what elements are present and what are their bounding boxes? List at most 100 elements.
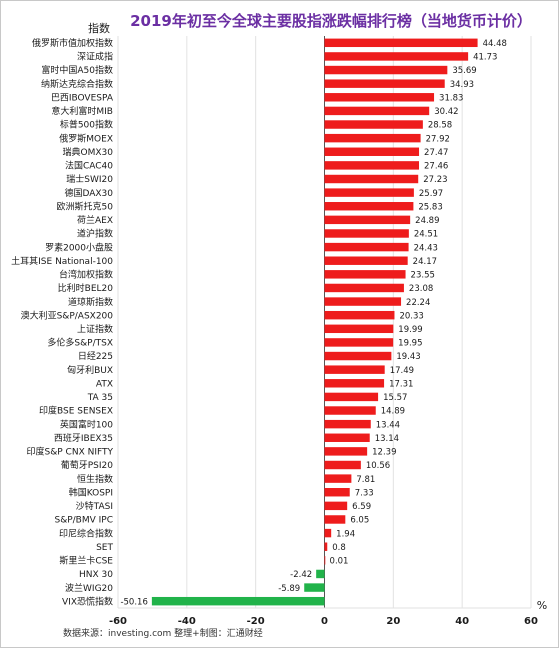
bar [324, 406, 376, 415]
bar [324, 147, 420, 156]
category-label: S&P/BMV IPC [54, 516, 113, 526]
data-label: 19.95 [398, 339, 422, 349]
category-label: 澳大利亚S&P/ASX200 [21, 309, 114, 321]
bar [324, 52, 469, 61]
bar [324, 447, 368, 456]
bar [324, 283, 404, 293]
data-label: 25.97 [419, 189, 443, 199]
category-label: 恒生指数 [77, 473, 113, 485]
bar [324, 515, 346, 524]
category-label: 葡萄牙PSI20 [61, 459, 114, 471]
bar [324, 79, 445, 88]
category-label: 道琼斯指数 [68, 296, 113, 308]
x-axis-unit: % [537, 599, 547, 612]
data-label: 31.83 [439, 93, 463, 103]
bar [324, 297, 402, 306]
bar [324, 65, 448, 75]
category-label: SET [96, 543, 113, 553]
category-label: 台湾加权指数 [59, 269, 113, 281]
category-label: 英国富时100 [60, 418, 113, 430]
bar [324, 556, 326, 565]
data-label: 1.94 [336, 529, 355, 539]
data-label: 7.81 [356, 475, 375, 485]
data-label: 13.14 [375, 434, 399, 444]
bar [324, 542, 328, 551]
bar [324, 202, 414, 211]
bar [324, 379, 385, 388]
data-label: 24.89 [415, 216, 439, 226]
data-label: 41.73 [473, 53, 497, 63]
data-label: 15.57 [383, 393, 407, 403]
data-label: 24.51 [414, 230, 438, 240]
category-label: 印度BSE SENSEX [39, 405, 113, 417]
data-label: 17.31 [389, 379, 413, 389]
bar [324, 474, 352, 483]
category-label: 纳斯达克综合指数 [41, 78, 113, 90]
data-label: 27.47 [424, 148, 448, 158]
chart-title: 2019年初至今全球主要股指涨跌幅排行榜（当地货币计价） [130, 12, 532, 30]
bar [324, 161, 420, 170]
category-label: 俄罗斯市值加权指数 [32, 37, 113, 49]
data-label: 0.01 [330, 557, 349, 567]
category-label: 道沪指数 [77, 228, 113, 240]
data-label: 17.49 [390, 366, 414, 376]
bar [324, 310, 395, 320]
bar [304, 583, 325, 592]
category-label: 深证成指 [77, 51, 113, 63]
x-tick-label: -40 [178, 616, 196, 627]
category-label: 印度S&P CNX NIFTY [27, 446, 114, 458]
data-label: -50.16 [120, 597, 147, 607]
category-label: 斯里兰卡CSE [59, 555, 113, 567]
data-label: 23.55 [411, 271, 435, 281]
bar [324, 433, 370, 442]
category-label: 匈牙利BUX [67, 364, 113, 376]
data-label: 24.17 [413, 257, 437, 267]
bar [324, 419, 371, 429]
x-tick-label: 20 [386, 616, 400, 627]
category-label: 法国CAC40 [65, 160, 113, 172]
category-label: 罗素2000小盘股 [45, 241, 113, 253]
category-label: 日经225 [78, 350, 113, 362]
bar [324, 324, 394, 334]
data-label: 35.69 [452, 66, 476, 76]
bar [324, 460, 361, 470]
category-label: VIX恐慌指数 [62, 595, 113, 607]
data-label: 7.33 [355, 488, 374, 498]
category-label: 欧洲斯托克50 [57, 200, 114, 212]
bar [324, 229, 409, 238]
data-label: 6.05 [350, 516, 369, 526]
category-label: HNX 30 [79, 570, 113, 580]
x-tick-label: 60 [524, 616, 538, 627]
x-tick-label: 40 [455, 616, 469, 627]
bar [324, 528, 332, 538]
bar [324, 256, 408, 265]
data-label: 19.99 [398, 325, 422, 335]
category-label: 富时中国A50指数 [41, 64, 113, 76]
bar [324, 188, 414, 197]
bar [324, 120, 423, 129]
data-label: 24.43 [414, 243, 438, 253]
category-label: 多伦多S&P/TSX [47, 337, 113, 349]
data-label: 14.89 [381, 407, 405, 417]
category-label: 瑞士SWI20 [66, 173, 113, 185]
category-label: 西班牙IBEX35 [54, 432, 113, 444]
data-label: 27.23 [423, 175, 447, 185]
data-label: 44.48 [483, 39, 507, 49]
bar [324, 488, 350, 497]
category-label: 瑞典OMX30 [63, 146, 114, 158]
x-tick-label: -20 [247, 616, 265, 627]
data-label: 13.44 [376, 420, 400, 430]
bar [324, 106, 430, 116]
x-tick-label: -60 [109, 616, 127, 627]
bar [324, 501, 348, 511]
bar [324, 38, 478, 48]
bar [324, 338, 394, 347]
category-label: 沙特TASI [76, 500, 113, 512]
category-label: 比利时BEL20 [58, 282, 114, 294]
data-label: 6.59 [352, 502, 371, 512]
bar [324, 242, 409, 252]
data-label: 27.92 [426, 134, 450, 144]
y-axis-title: 指数 [88, 21, 110, 35]
